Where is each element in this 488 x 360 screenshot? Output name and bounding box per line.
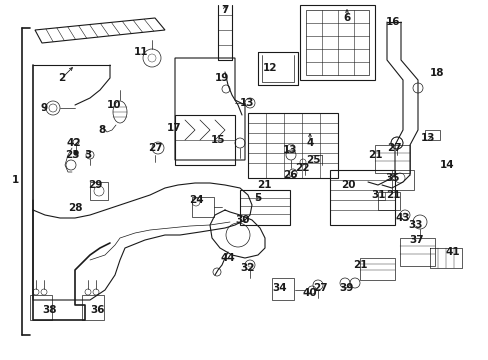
Text: 39: 39 [339, 283, 353, 293]
Bar [305, 10, 368, 75]
Text: 10: 10 [106, 100, 121, 110]
Text: 13: 13 [420, 133, 434, 143]
Bar [424, 130, 439, 140]
Text: 19: 19 [214, 73, 229, 83]
Text: 27: 27 [386, 143, 401, 153]
Bar [359, 258, 394, 280]
Text: 44: 44 [220, 253, 235, 263]
Bar [192, 197, 214, 217]
Text: 40: 40 [302, 288, 317, 298]
Text: 8: 8 [98, 125, 105, 135]
Text: 34: 34 [272, 283, 287, 293]
Text: 3: 3 [84, 150, 91, 160]
Bar [377, 192, 399, 210]
Text: 4: 4 [305, 138, 313, 148]
Text: 30: 30 [235, 215, 250, 225]
Text: 12: 12 [262, 63, 277, 73]
Bar [374, 145, 409, 173]
Text: 17: 17 [166, 123, 181, 133]
Text: 9: 9 [41, 103, 47, 113]
Text: 33: 33 [408, 220, 423, 230]
Text: 29: 29 [88, 180, 102, 190]
Bar [240, 190, 289, 225]
Text: 32: 32 [240, 263, 255, 273]
Text: 22: 22 [294, 163, 308, 173]
Text: 7: 7 [221, 5, 228, 15]
Text: 21: 21 [352, 260, 366, 270]
Text: 36: 36 [91, 305, 105, 315]
Text: 26: 26 [282, 170, 297, 180]
Bar [299, 5, 374, 80]
Text: 43: 43 [395, 213, 409, 223]
Text: 28: 28 [68, 203, 82, 213]
Text: 1: 1 [11, 175, 19, 185]
Text: 23: 23 [64, 150, 79, 160]
Text: 42: 42 [66, 138, 81, 148]
Circle shape [74, 151, 78, 155]
Bar [399, 238, 434, 266]
Text: 35: 35 [385, 173, 400, 183]
Text: 16: 16 [385, 17, 400, 27]
Text: 27: 27 [312, 283, 326, 293]
Text: 2: 2 [58, 73, 65, 83]
Text: 14: 14 [439, 160, 453, 170]
Text: 21: 21 [256, 180, 271, 190]
Text: 13: 13 [239, 98, 254, 108]
Text: 31: 31 [371, 190, 386, 200]
Text: 21: 21 [385, 190, 400, 200]
Text: 38: 38 [42, 305, 57, 315]
Text: 6: 6 [343, 13, 350, 23]
Bar [175, 115, 235, 165]
Text: 20: 20 [340, 180, 354, 190]
Text: 18: 18 [429, 68, 443, 78]
Bar [329, 170, 394, 225]
Bar [391, 170, 413, 190]
Text: 13: 13 [282, 145, 297, 155]
Text: 24: 24 [188, 195, 203, 205]
Bar [90, 182, 108, 200]
Text: 15: 15 [210, 135, 225, 145]
Bar [271, 278, 293, 300]
Text: 11: 11 [134, 47, 148, 57]
Bar [82, 295, 104, 320]
Bar [30, 295, 52, 320]
Text: 37: 37 [409, 235, 424, 245]
Text: 27: 27 [147, 143, 162, 153]
Bar [247, 113, 337, 178]
Text: 5: 5 [254, 193, 261, 203]
Text: 41: 41 [445, 247, 459, 257]
Text: 25: 25 [305, 155, 320, 165]
Text: 21: 21 [367, 150, 382, 160]
